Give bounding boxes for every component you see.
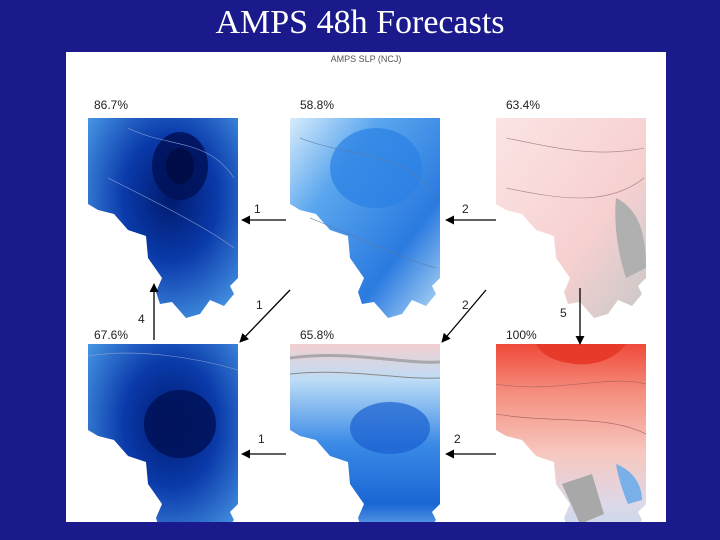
map-bottom-middle — [289, 344, 441, 522]
percent-top-middle: 58.8% — [300, 98, 335, 112]
arrow-label-mid-left: 1 — [256, 298, 263, 312]
forecast-panel: AMPS SLP (NCJ) — [66, 52, 666, 522]
percent-bottom-left: 67.6% — [94, 328, 129, 342]
map-bottom-right — [495, 344, 647, 522]
percent-bottom-middle: 65.8% — [300, 328, 335, 342]
map-top-left — [88, 118, 238, 318]
arrow-label-left-up: 4 — [138, 312, 145, 326]
panel-title: AMPS SLP (NCJ) — [330, 54, 402, 64]
arrow-label-top-right: 2 — [462, 202, 469, 216]
map-top-right — [496, 118, 646, 318]
arrow-mid-left — [239, 289, 291, 343]
arrow-mid-right — [441, 289, 487, 343]
percent-top-right: 63.4% — [506, 98, 541, 112]
percent-bottom-right: 100% — [506, 328, 537, 342]
arrow-label-bottom-right: 2 — [454, 432, 461, 446]
arrow-label-mid-right: 2 — [462, 298, 469, 312]
map-bottom-left — [87, 344, 239, 522]
map-top-middle — [290, 118, 440, 318]
arrow-label-bottom-left: 1 — [258, 432, 265, 446]
percent-top-left: 86.7% — [94, 98, 129, 112]
maps-canvas — [87, 118, 647, 522]
slide-title: AMPS 48h Forecasts — [215, 4, 505, 41]
arrow-label-top-left: 1 — [254, 202, 261, 216]
arrow-label-right-down: 5 — [560, 306, 567, 320]
